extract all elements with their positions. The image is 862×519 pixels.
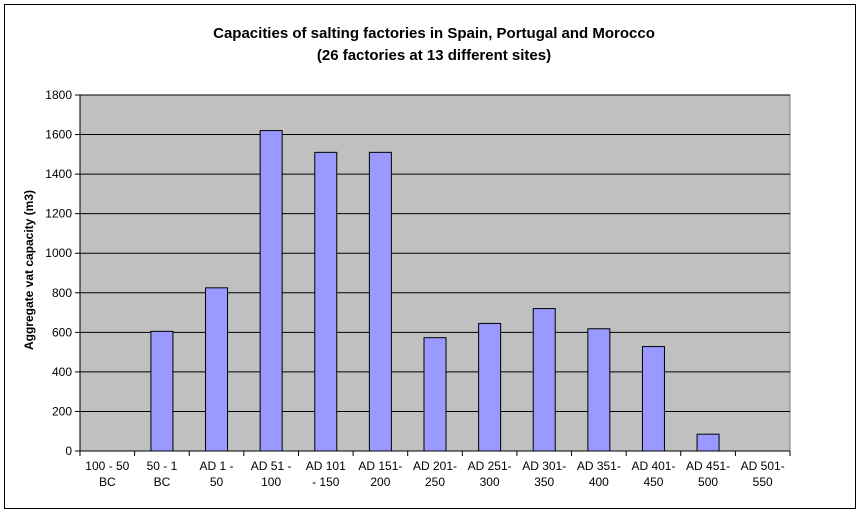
y-tick-label: 600	[52, 325, 72, 339]
bars	[150, 130, 720, 452]
x-tick-label: AD 1 -50	[200, 459, 234, 489]
bar	[532, 308, 556, 452]
bar	[368, 151, 392, 452]
x-tick-label: AD 501-550	[741, 459, 785, 489]
y-axis-label: Aggregate vat capacity (m3)	[22, 190, 36, 350]
bar	[259, 130, 283, 452]
bar	[205, 287, 229, 452]
bar	[423, 337, 447, 452]
x-tick-label: 100 - 50 BC	[85, 459, 129, 489]
bar	[314, 151, 338, 452]
y-tick-label: 800	[52, 286, 72, 300]
x-tick-label: AD 301-350	[522, 459, 566, 489]
x-tick-label: AD 451-500	[686, 459, 730, 489]
x-tick-label: AD 201-250	[413, 459, 457, 489]
x-tick-label: AD 351-400	[577, 459, 621, 489]
y-tick-label: 1000	[45, 246, 72, 260]
y-tick-labels: 0 200 400 600 800 1000 1200 1400 1600 1800	[45, 88, 72, 458]
y-tick-label: 1800	[45, 88, 72, 102]
x-tick-labels: 100 - 50 BC 50 - 1 BC AD 1 -50 AD 51 -100 AD 1…	[85, 459, 784, 489]
axes	[75, 94, 791, 456]
x-tick-label: AD 151-200	[358, 459, 402, 489]
x-tick-label: AD 251-300	[468, 459, 512, 489]
x-tick-label: AD 401-450	[631, 459, 675, 489]
x-tick-label: AD 101- 150	[306, 459, 346, 489]
bar	[641, 346, 665, 452]
bar	[478, 322, 502, 452]
bar	[150, 330, 174, 452]
y-tick-label: 0	[65, 444, 72, 458]
y-tick-label: 1400	[45, 167, 72, 181]
chart-subtitle: (26 factories at 13 different sites)	[317, 47, 551, 64]
y-tick-label: 1200	[45, 207, 72, 221]
x-tick-label: 50 - 1 BC	[147, 459, 178, 489]
x-tick-label: AD 51 -100	[251, 459, 292, 489]
bar	[587, 328, 611, 452]
y-tick-label: 1600	[45, 128, 72, 142]
y-tick-label: 200	[52, 404, 72, 418]
bar	[696, 433, 720, 452]
chart-title: Capacities of salting factories in Spain…	[213, 25, 655, 42]
y-tick-label: 400	[52, 365, 72, 379]
